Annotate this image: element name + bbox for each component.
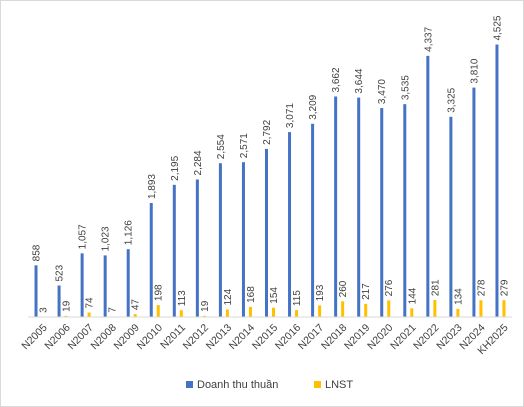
- data-label-lnst-n2020: 276: [384, 279, 395, 296]
- bar-doanh-thu-n2011: [172, 184, 176, 317]
- data-label-doanh-thu-n2009: 1,126: [124, 220, 135, 245]
- bar-lnst-n2007: [87, 312, 91, 317]
- data-label-doanh-thu-n2022: 4,337: [423, 26, 434, 51]
- data-label-lnst-n2007: 74: [85, 297, 96, 309]
- bar-lnst-n2009: [133, 314, 137, 317]
- data-label-lnst-n2006: 19: [62, 300, 73, 312]
- data-label-doanh-thu-n2018: 3,662: [331, 67, 342, 92]
- bar-doanh-thu-n2018: [334, 96, 338, 317]
- data-label-lnst-n2023: 134: [453, 288, 464, 305]
- data-label-lnst-n2010: 198: [154, 284, 165, 301]
- data-label-lnst-n2014: 168: [246, 286, 257, 303]
- legend-label-doanh-thu: Doanh thu thuần: [197, 379, 278, 391]
- data-labels-layer: 858 3 523 19 1,057 74 1,023 7 1,126 47 1,893 198 2,1…: [32, 15, 511, 313]
- bar-lnst-n2024: [479, 300, 483, 317]
- data-label-doanh-thu-n2006: 523: [55, 264, 66, 281]
- x-tick-n2010: N2010: [135, 322, 165, 352]
- bar-lnst-n2013: [225, 309, 229, 317]
- bar-lnst-n2006: [64, 315, 68, 317]
- bar-lnst-kh2025: [502, 300, 506, 317]
- bar-doanh-thu-n2021: [403, 104, 407, 317]
- data-label-lnst-n2017: 193: [315, 284, 326, 301]
- data-label-lnst-n2018: 260: [338, 280, 349, 297]
- data-label-doanh-thu-n2019: 3,644: [354, 68, 365, 93]
- bar-doanh-thu-n2008: [103, 255, 107, 317]
- bar-doanh-thu-n2024: [472, 87, 476, 318]
- bar-lnst-n2021: [410, 308, 414, 317]
- bar-doanh-thu-n2009: [126, 249, 130, 317]
- data-label-doanh-thu-n2015: 2,792: [262, 119, 273, 144]
- data-label-lnst-n2019: 217: [361, 283, 372, 300]
- data-label-doanh-thu-n2008: 1,023: [101, 226, 112, 251]
- bar-doanh-thu-n2020: [380, 108, 384, 317]
- data-label-lnst-n2015: 154: [269, 287, 280, 304]
- bar-doanh-thu-n2019: [357, 97, 361, 317]
- bar-lnst-n2016: [295, 310, 299, 317]
- bar-doanh-thu-n2005: [34, 265, 38, 317]
- data-label-doanh-thu-kh2025: 4,525: [492, 15, 503, 40]
- data-label-doanh-thu-n2010: 1,893: [147, 174, 158, 199]
- bar-lnst-n2020: [387, 300, 391, 317]
- bar-doanh-thu-n2016: [288, 132, 292, 317]
- bar-doanh-thu-n2006: [57, 285, 61, 317]
- data-label-lnst-n2016: 115: [292, 290, 303, 306]
- data-label-lnst-n2024: 278: [476, 279, 487, 296]
- data-label-lnst-n2021: 144: [407, 287, 418, 304]
- bar-lnst-n2022: [433, 300, 437, 317]
- bar-doanh-thu-n2023: [449, 116, 453, 317]
- bars-layer: [34, 44, 506, 318]
- bar-doanh-thu-kh2025: [495, 44, 499, 318]
- data-label-lnst-kh2025: 279: [499, 279, 510, 296]
- data-label-doanh-thu-n2011: 2,195: [170, 155, 181, 180]
- data-label-doanh-thu-n2017: 3,209: [308, 94, 319, 119]
- bar-lnst-n2023: [456, 308, 460, 317]
- data-label-doanh-thu-n2012: 2,284: [193, 150, 204, 175]
- legend: Doanh thu thuần LNST: [186, 379, 353, 391]
- legend-swatch-lnst: [314, 381, 321, 388]
- bar-lnst-n2017: [318, 305, 322, 317]
- data-label-lnst-n2012: 19: [200, 300, 211, 312]
- x-tick-labels-layer: N2005N2006N2007N2008N2009N2010N2011N2012…: [19, 322, 510, 357]
- legend-label-lnst: LNST: [325, 379, 353, 391]
- data-label-lnst-n2011: 113: [177, 290, 188, 306]
- bar-lnst-n2012: [202, 315, 206, 317]
- data-label-doanh-thu-n2020: 3,470: [377, 79, 388, 104]
- data-label-doanh-thu-n2013: 2,554: [216, 134, 227, 159]
- data-label-doanh-thu-n2014: 2,571: [239, 133, 250, 158]
- data-label-lnst-n2005: 3: [39, 307, 50, 313]
- bar-lnst-n2011: [179, 310, 183, 317]
- bar-doanh-thu-n2013: [218, 163, 222, 317]
- bar-lnst-n2014: [248, 306, 252, 317]
- bar-doanh-thu-n2007: [80, 253, 84, 317]
- data-label-doanh-thu-n2023: 3,325: [446, 87, 457, 112]
- data-label-doanh-thu-n2007: 1,057: [78, 224, 89, 249]
- bar-doanh-thu-n2022: [426, 55, 430, 317]
- legend-swatch-doanh-thu: [186, 381, 193, 388]
- data-label-lnst-n2009: 47: [131, 299, 142, 311]
- bar-lnst-n2010: [156, 305, 160, 317]
- data-label-lnst-n2022: 281: [430, 279, 441, 296]
- data-label-doanh-thu-n2021: 3,535: [400, 75, 411, 100]
- bar-doanh-thu-n2012: [195, 179, 199, 317]
- bar-lnst-n2019: [364, 303, 368, 317]
- data-label-doanh-thu-n2016: 3,071: [285, 103, 296, 128]
- bar-lnst-n2018: [341, 301, 345, 317]
- data-label-lnst-n2008: 7: [108, 307, 119, 313]
- bar-doanh-thu-n2014: [241, 162, 245, 317]
- bar-doanh-thu-n2015: [265, 148, 268, 317]
- data-label-doanh-thu-n2024: 3,810: [469, 58, 480, 83]
- data-label-doanh-thu-n2005: 858: [32, 244, 43, 261]
- bar-doanh-thu-n2017: [311, 123, 315, 317]
- bar-doanh-thu-n2010: [149, 203, 153, 317]
- data-label-lnst-n2013: 124: [223, 288, 234, 305]
- bar-lnst-n2015: [272, 307, 275, 317]
